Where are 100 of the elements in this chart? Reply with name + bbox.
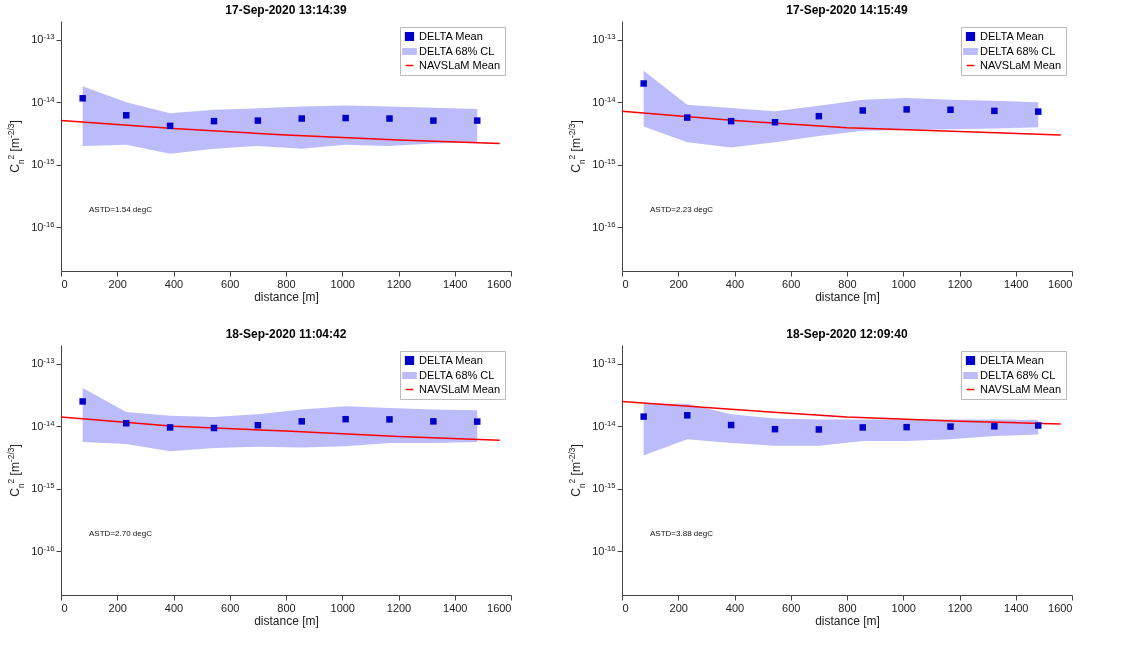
line-series [61, 416, 501, 441]
x-tick-label: 800 [277, 601, 296, 614]
point [79, 95, 86, 102]
x-tick-label: 800 [838, 601, 857, 614]
x-tick-label: 1200 [947, 601, 973, 614]
chart-title: 17-Sep-2020 13:14:39 [225, 3, 348, 17]
point [430, 117, 437, 124]
x-tick-label: 600 [221, 601, 240, 614]
x-tick-label: 1400 [1004, 601, 1029, 614]
y-tick-label: 10$^{-13}$ [31, 355, 55, 370]
point [859, 107, 866, 114]
x-tick-label: 1600 [487, 601, 512, 614]
x-tick-label: 1600 [1048, 601, 1073, 614]
legend-label: DELTA 68% CL [419, 368, 495, 381]
legend-label: DELTA 68% CL [980, 44, 1056, 57]
x-axis-title: distance [m] [254, 613, 319, 628]
chart-title: 18-Sep-2020 12:09:40 [786, 327, 909, 341]
point [640, 413, 647, 420]
x-tick-label: 1000 [891, 601, 916, 614]
point [342, 415, 349, 423]
point [254, 117, 262, 124]
y-tick-label: 10$^{-16}$ [31, 543, 55, 557]
x-tick-label: 600 [782, 277, 801, 290]
x-tick-label: 1400 [1004, 277, 1029, 290]
x-tick-label: 0 [622, 601, 629, 614]
legend-label: NAVSLaM Mean [419, 58, 501, 71]
x-tick-label: 1200 [386, 601, 412, 614]
x-tick-label: 1400 [443, 601, 468, 614]
y-tick-label: 10$^{-16}$ [592, 543, 616, 557]
line-series [61, 119, 501, 145]
point [386, 416, 393, 423]
x-tick-label: 1200 [947, 277, 973, 290]
point [903, 106, 910, 113]
legend-label: NAVSLaM Mean [980, 382, 1062, 395]
point [1035, 108, 1042, 115]
y-tick-label: 10$^{-13}$ [31, 31, 55, 46]
legend-label: DELTA 68% CL [980, 368, 1056, 381]
line-series [622, 110, 1062, 136]
point [684, 114, 691, 121]
x-tick-label: 1200 [386, 277, 412, 290]
point [991, 107, 998, 115]
point [386, 115, 393, 122]
x-tick-label: 0 [622, 277, 629, 290]
x-tick-label: 1000 [891, 277, 916, 290]
x-tick-label: 1600 [487, 277, 512, 290]
point [298, 115, 305, 122]
y-tick-label: 10$^{-16}$ [592, 219, 616, 233]
point [1035, 422, 1042, 429]
x-tick-label: 1400 [443, 277, 468, 290]
y-tick-label: 10$^{-14}$ [592, 418, 617, 432]
point [298, 418, 305, 425]
point [474, 117, 481, 124]
x-tick-label: 0 [61, 601, 68, 614]
point [474, 418, 481, 425]
y-tick-label: 10$^{-16}$ [31, 219, 55, 233]
x-tick-label: 1600 [1048, 277, 1073, 290]
x-tick-label: 800 [838, 277, 857, 290]
annotation: ASTD=2.70 degC [89, 528, 153, 538]
chart-title: 17-Sep-2020 14:15:49 [786, 3, 909, 17]
point [79, 398, 86, 405]
x-tick-label: 400 [164, 601, 184, 614]
x-axis-title: distance [m] [254, 289, 319, 304]
x-tick-label: 200 [108, 601, 127, 614]
x-tick-label: 200 [669, 601, 688, 614]
x-tick-label: 1000 [330, 277, 355, 290]
legend-label: DELTA Mean [980, 29, 1044, 42]
x-tick-label: 600 [221, 277, 240, 290]
y-tick-label: 10$^{-13}$ [592, 355, 616, 370]
y-tick-label: 10$^{-15}$ [592, 480, 616, 495]
x-tick-label: 0 [61, 277, 68, 290]
chart-title: 18-Sep-2020 11:04:42 [225, 327, 347, 341]
x-tick-label: 400 [164, 277, 184, 290]
x-axis-title: distance [m] [815, 289, 880, 304]
x-tick-label: 600 [782, 601, 801, 614]
legend-label: NAVSLaM Mean [419, 382, 501, 395]
x-tick-label: 1000 [330, 601, 355, 614]
point [815, 426, 823, 433]
point [430, 418, 437, 425]
y-tick-label: 10$^{-14}$ [31, 94, 56, 108]
annotation: ASTD=1.54 degC [89, 204, 153, 214]
point [947, 106, 954, 113]
legend-label: DELTA 68% CL [419, 44, 495, 57]
y-tick-label: 10$^{-13}$ [592, 31, 616, 46]
annotation: ASTD=3.88 degC [650, 528, 714, 538]
legend-label: DELTA Mean [419, 29, 483, 42]
legend-label: DELTA Mean [980, 353, 1044, 366]
point [684, 412, 691, 419]
y-tick-label: 10$^{-14}$ [31, 418, 56, 432]
y-tick-label: 10$^{-15}$ [592, 156, 616, 171]
point [166, 424, 174, 431]
annotation: ASTD=2.23 degC [650, 204, 714, 214]
point [859, 424, 866, 431]
x-tick-label: 200 [108, 277, 127, 290]
legend-label: NAVSLaM Mean [980, 58, 1062, 71]
y-tick-label: 10$^{-15}$ [31, 156, 55, 171]
x-axis-title: distance [m] [815, 613, 880, 628]
point [342, 114, 349, 122]
point [903, 423, 910, 431]
point [640, 80, 647, 87]
x-tick-label: 400 [725, 277, 745, 290]
